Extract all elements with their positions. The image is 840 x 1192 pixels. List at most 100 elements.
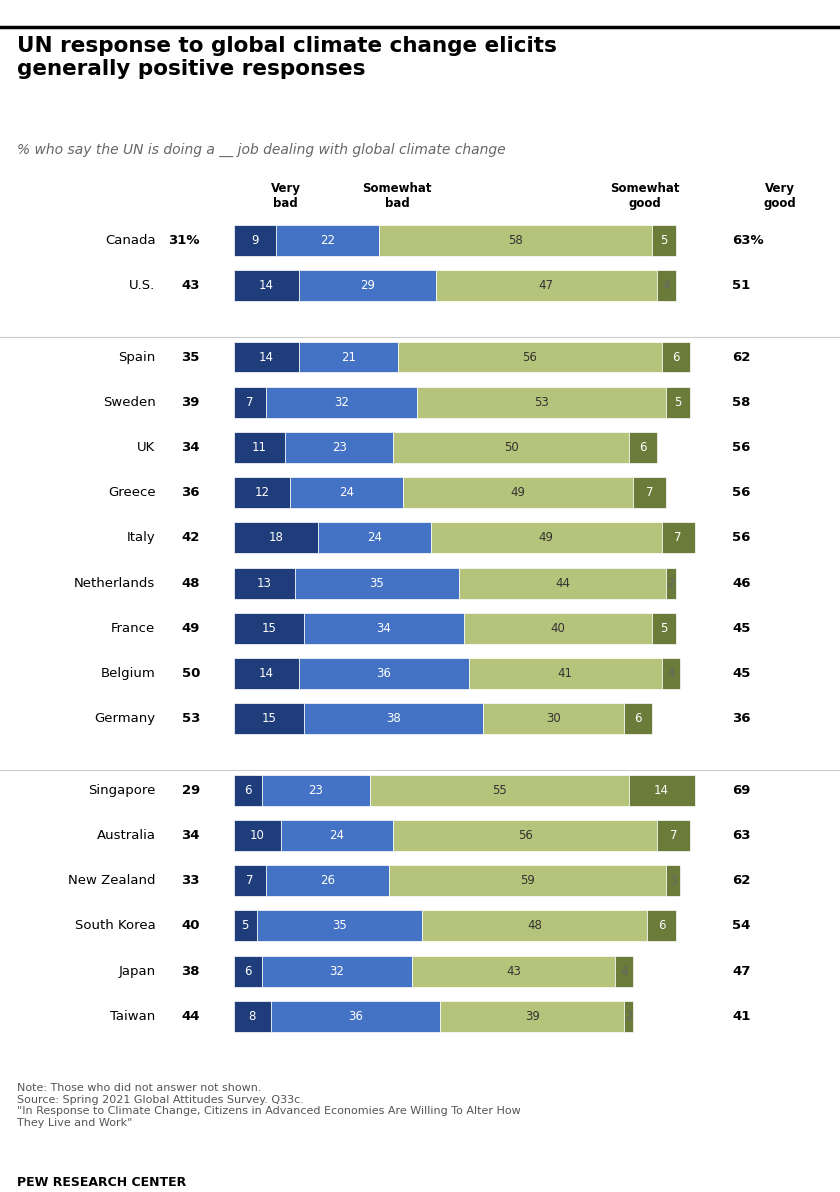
FancyBboxPatch shape — [431, 522, 662, 553]
Text: 11: 11 — [252, 441, 267, 454]
FancyBboxPatch shape — [234, 342, 299, 372]
Text: 34: 34 — [181, 828, 200, 842]
FancyBboxPatch shape — [628, 432, 657, 462]
Text: 7: 7 — [246, 396, 254, 409]
Text: Taiwan: Taiwan — [110, 1010, 155, 1023]
FancyBboxPatch shape — [389, 865, 666, 896]
Text: 39: 39 — [525, 1010, 539, 1023]
FancyBboxPatch shape — [234, 386, 266, 417]
Text: 62: 62 — [732, 874, 751, 887]
FancyBboxPatch shape — [398, 342, 662, 372]
Text: 24: 24 — [339, 486, 354, 499]
FancyBboxPatch shape — [657, 271, 675, 302]
Text: France: France — [111, 622, 155, 635]
FancyBboxPatch shape — [266, 865, 389, 896]
Text: 69: 69 — [732, 783, 751, 796]
Text: Sweden: Sweden — [102, 396, 155, 409]
Text: 5: 5 — [660, 234, 668, 247]
Text: 26: 26 — [320, 874, 335, 887]
Text: 22: 22 — [320, 234, 335, 247]
FancyBboxPatch shape — [459, 567, 666, 598]
Text: 15: 15 — [261, 713, 276, 725]
FancyBboxPatch shape — [393, 820, 657, 851]
Text: 3: 3 — [669, 874, 677, 887]
Text: 30: 30 — [546, 713, 561, 725]
Text: 53: 53 — [181, 713, 200, 725]
FancyBboxPatch shape — [299, 342, 398, 372]
FancyBboxPatch shape — [234, 658, 299, 689]
FancyBboxPatch shape — [234, 477, 290, 508]
Text: 44: 44 — [555, 577, 570, 590]
FancyBboxPatch shape — [234, 820, 281, 851]
Text: 6: 6 — [634, 713, 642, 725]
FancyBboxPatch shape — [412, 956, 615, 987]
Text: 2: 2 — [667, 577, 675, 590]
Text: 48: 48 — [181, 577, 200, 590]
Text: 36: 36 — [349, 1010, 363, 1023]
Text: Germany: Germany — [94, 713, 155, 725]
FancyBboxPatch shape — [648, 911, 675, 942]
Text: 58: 58 — [732, 396, 751, 409]
Text: 24: 24 — [367, 532, 382, 545]
Text: 6: 6 — [244, 783, 251, 796]
FancyBboxPatch shape — [262, 956, 412, 987]
Text: Singapore: Singapore — [88, 783, 155, 796]
FancyBboxPatch shape — [393, 432, 628, 462]
Text: 46: 46 — [732, 577, 751, 590]
Text: 56: 56 — [517, 828, 533, 842]
Text: 5: 5 — [660, 622, 668, 635]
Text: Somewhat
good: Somewhat good — [611, 182, 680, 210]
Text: New Zealand: New Zealand — [68, 874, 155, 887]
FancyBboxPatch shape — [633, 477, 666, 508]
Text: 56: 56 — [732, 441, 751, 454]
Text: 13: 13 — [257, 577, 271, 590]
Text: 7: 7 — [675, 532, 682, 545]
FancyBboxPatch shape — [403, 477, 633, 508]
Text: 24: 24 — [329, 828, 344, 842]
Text: 7: 7 — [246, 874, 254, 887]
FancyBboxPatch shape — [464, 613, 652, 644]
Text: Very
bad: Very bad — [270, 182, 301, 210]
FancyBboxPatch shape — [234, 703, 304, 734]
Text: 63: 63 — [732, 828, 751, 842]
Text: Very
good: Very good — [764, 182, 795, 210]
Text: 41: 41 — [732, 1010, 751, 1023]
Text: 8: 8 — [249, 1010, 256, 1023]
FancyBboxPatch shape — [271, 1001, 440, 1032]
Text: 35: 35 — [181, 350, 200, 364]
Text: 29: 29 — [360, 279, 375, 292]
FancyBboxPatch shape — [234, 1001, 271, 1032]
FancyBboxPatch shape — [234, 567, 295, 598]
Text: 45: 45 — [732, 622, 751, 635]
Text: 50: 50 — [504, 441, 518, 454]
Text: U.S.: U.S. — [129, 279, 155, 292]
Text: 53: 53 — [534, 396, 549, 409]
FancyBboxPatch shape — [299, 658, 469, 689]
Text: UN response to global climate change elicits
generally positive responses: UN response to global climate change eli… — [17, 36, 557, 79]
Text: 32: 32 — [329, 964, 344, 977]
Text: 54: 54 — [732, 919, 751, 932]
FancyBboxPatch shape — [662, 658, 680, 689]
Text: Japan: Japan — [118, 964, 155, 977]
Text: 45: 45 — [732, 668, 751, 681]
Text: 5: 5 — [675, 396, 682, 409]
Text: 40: 40 — [181, 919, 200, 932]
Text: 35: 35 — [332, 919, 347, 932]
Text: 44: 44 — [181, 1010, 200, 1023]
FancyBboxPatch shape — [666, 386, 690, 417]
FancyBboxPatch shape — [262, 775, 370, 806]
FancyBboxPatch shape — [628, 775, 695, 806]
Text: 4: 4 — [620, 964, 627, 977]
Text: 48: 48 — [528, 919, 542, 932]
Text: 31%: 31% — [168, 234, 200, 247]
Text: 7: 7 — [646, 486, 654, 499]
Text: 36: 36 — [376, 668, 391, 681]
FancyBboxPatch shape — [234, 613, 304, 644]
Text: 59: 59 — [520, 874, 535, 887]
Text: 5: 5 — [242, 919, 249, 932]
FancyBboxPatch shape — [304, 703, 483, 734]
FancyBboxPatch shape — [234, 775, 262, 806]
Text: Netherlands: Netherlands — [74, 577, 155, 590]
Text: 6: 6 — [658, 919, 665, 932]
Text: 4: 4 — [663, 279, 670, 292]
